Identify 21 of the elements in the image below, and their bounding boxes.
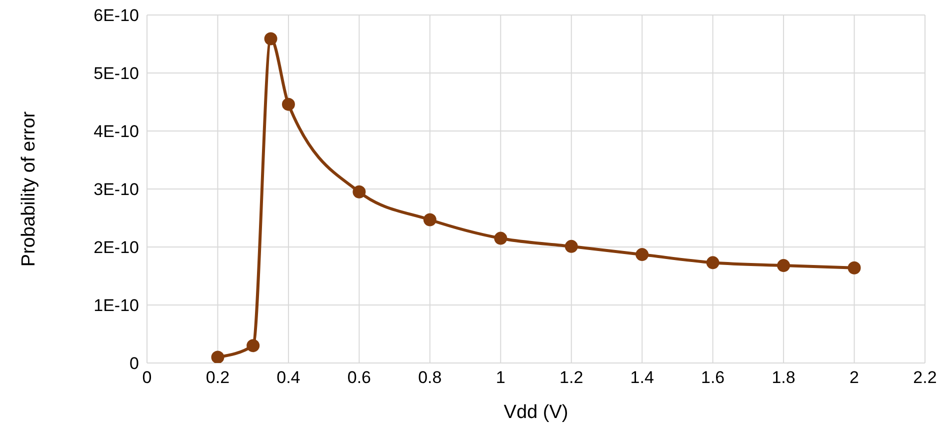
y-tick-label: 1E-10 [94, 296, 139, 316]
x-tick-label: 2.2 [913, 368, 937, 388]
y-axis-title: Probability of error [18, 110, 40, 267]
x-tick-label: 0.6 [347, 368, 371, 388]
x-tick-label: 1.4 [630, 368, 654, 388]
x-axis-title: Vdd (V) [504, 402, 568, 423]
x-tick-label: 1 [496, 368, 506, 388]
y-tick-label: 4E-10 [94, 122, 139, 142]
y-tick-label: 3E-10 [94, 180, 139, 200]
y-tick-label: 0 [130, 354, 139, 374]
x-tick-label: 0 [142, 368, 152, 388]
y-tick-label: 2E-10 [94, 238, 139, 258]
x-tick-label: 1.8 [772, 368, 796, 388]
x-tick-label: 2 [850, 368, 860, 388]
y-tick-label: 6E-10 [94, 6, 139, 26]
x-tick-label: 0.8 [418, 368, 442, 388]
x-tick-label: 0.4 [276, 368, 300, 388]
x-tick-label: 0.2 [206, 368, 230, 388]
x-tick-label: 1.2 [560, 368, 584, 388]
x-tick-label: 1.6 [701, 368, 725, 388]
y-tick-label: 5E-10 [94, 64, 139, 84]
